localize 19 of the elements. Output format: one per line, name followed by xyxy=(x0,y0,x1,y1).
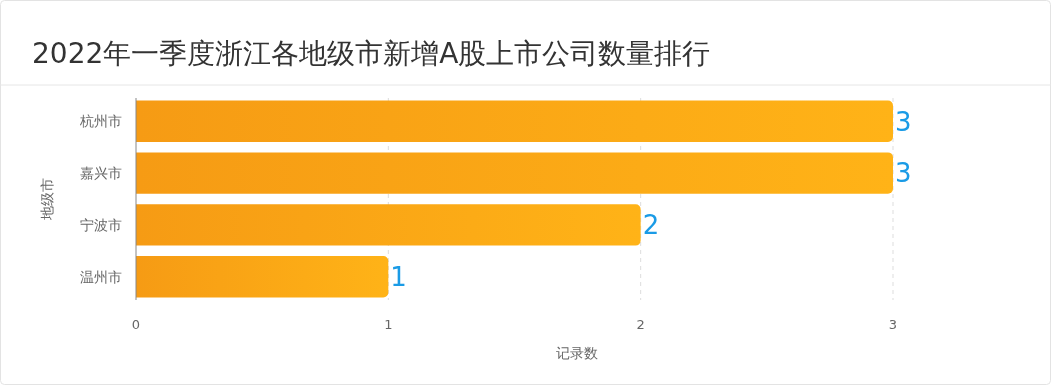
bar xyxy=(136,204,641,246)
data-label: 3 xyxy=(895,106,912,137)
x-axis-title: 记录数 xyxy=(556,345,598,361)
x-tick-label: 2 xyxy=(636,317,645,332)
bar xyxy=(136,255,389,298)
x-tick-label: 3 xyxy=(888,317,898,332)
data-label: 2 xyxy=(642,210,660,241)
bar xyxy=(136,100,893,143)
x-tick-label: 1 xyxy=(384,317,393,332)
data-label: 3 xyxy=(895,158,912,189)
y-tick-label: 杭州市 xyxy=(79,113,122,130)
y-tick-label: 嘉兴市 xyxy=(80,165,122,182)
y-tick-label: 宁波市 xyxy=(80,216,122,233)
chart-title: 2022年一季度浙江各地级市新增A股上市公司数量排行 xyxy=(32,37,711,70)
data-label: 1 xyxy=(390,262,407,293)
x-tick-label: 0 xyxy=(131,317,141,332)
y-tick-label: 温州市 xyxy=(80,268,122,285)
y-axis-title: 地级市 xyxy=(39,178,55,221)
bar xyxy=(136,152,893,194)
